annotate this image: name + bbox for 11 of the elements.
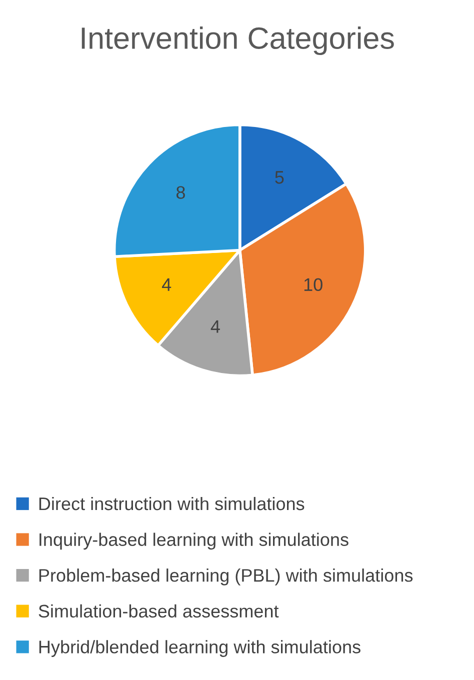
data-label: 5 [275,171,284,184]
legend-label: Direct instruction with simulations [39,496,304,510]
data-label: 10 [304,278,322,292]
data-label: 8 [176,186,185,199]
data-label: 4 [162,278,172,291]
legend-label: Problem-based learning (PBL) with simulations [39,568,413,586]
legend-label: Simulation-based assessment [38,604,279,618]
legend-label: Inquiry-based learning with simulations [40,532,348,550]
legend-label: Hybrid/blended learning with simulations [39,640,360,657]
chart-title: Intervention Categories [82,26,394,56]
data-label: 4 [210,320,220,333]
